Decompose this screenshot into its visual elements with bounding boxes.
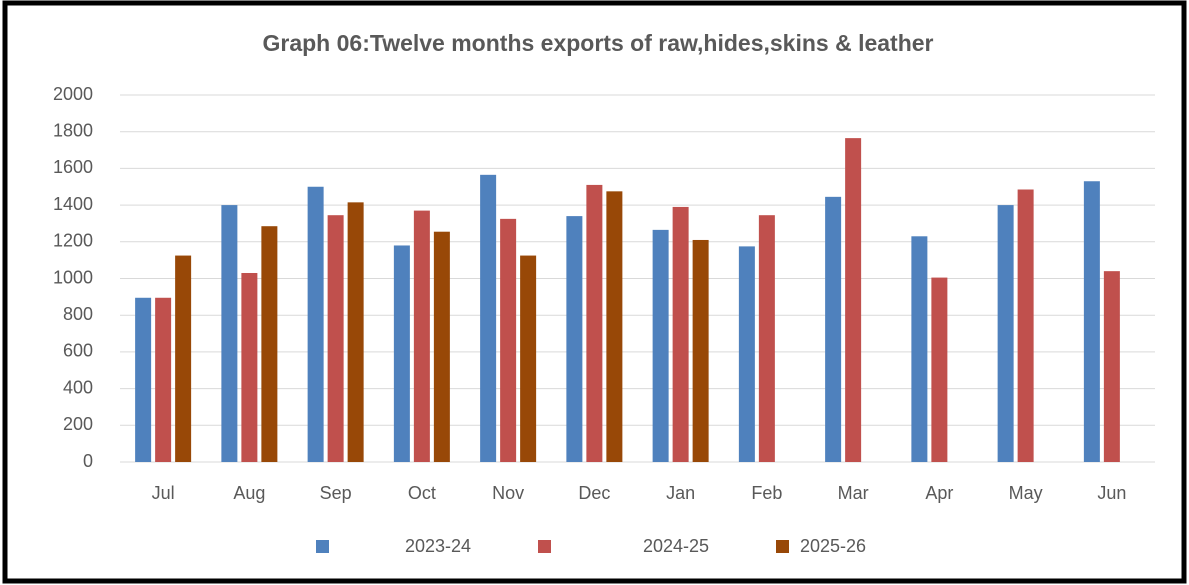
bar (997, 205, 1014, 462)
chart-title: Graph 06:Twelve months exports of raw,hi… (262, 30, 933, 56)
bar (393, 245, 410, 462)
y-tick-label: 600 (63, 341, 93, 361)
bar (241, 272, 258, 462)
x-tick-label: Nov (492, 483, 524, 503)
x-tick-label: Apr (925, 483, 953, 503)
bar (672, 206, 689, 462)
x-tick-label: Dec (578, 483, 610, 503)
y-tick-label: 1000 (53, 267, 93, 287)
x-tick-label: Aug (233, 483, 265, 503)
bar (692, 239, 709, 462)
y-tick-label: 1200 (53, 231, 93, 251)
y-tick-label: 1400 (53, 194, 93, 214)
bar (586, 184, 603, 463)
y-tick-label: 1800 (53, 120, 93, 140)
bar (738, 246, 755, 462)
bar (347, 202, 364, 462)
x-tick-label: Mar (838, 483, 869, 503)
bar (221, 205, 238, 462)
bar (520, 255, 537, 462)
bar (307, 186, 324, 462)
legend-swatch (316, 540, 329, 553)
bar (261, 226, 278, 462)
bar (1017, 189, 1034, 462)
bar (1103, 271, 1120, 462)
bar (825, 196, 842, 462)
bar (931, 277, 948, 462)
y-tick-label: 2000 (53, 84, 93, 104)
y-tick-label: 400 (63, 377, 93, 397)
legend-swatch (776, 540, 789, 553)
bar (327, 215, 344, 462)
x-tick-label: Jun (1097, 483, 1126, 503)
bar (652, 229, 669, 462)
legend-label: 2023-24 (405, 536, 471, 556)
bar (845, 138, 862, 462)
bar (433, 231, 450, 462)
bar (175, 255, 192, 462)
x-tick-label: May (1009, 483, 1043, 503)
legend-label: 2025-26 (800, 536, 866, 556)
bar (606, 191, 623, 462)
bar (413, 210, 430, 462)
x-tick-label: Oct (408, 483, 436, 503)
legend-label: 2024-25 (643, 536, 709, 556)
bar (480, 174, 497, 462)
bar (566, 216, 583, 462)
bar (500, 218, 517, 462)
x-tick-label: Feb (751, 483, 782, 503)
bar (758, 215, 775, 462)
bar (1083, 181, 1100, 462)
y-tick-label: 0 (83, 451, 93, 471)
x-tick-label: Jan (666, 483, 695, 503)
y-tick-label: 1600 (53, 157, 93, 177)
x-tick-label: Sep (320, 483, 352, 503)
bar (135, 297, 152, 462)
x-tick-label: Jul (152, 483, 175, 503)
bar (911, 236, 928, 462)
y-tick-label: 200 (63, 414, 93, 434)
y-tick-label: 800 (63, 304, 93, 324)
bar (155, 297, 172, 462)
legend-swatch (538, 540, 551, 553)
